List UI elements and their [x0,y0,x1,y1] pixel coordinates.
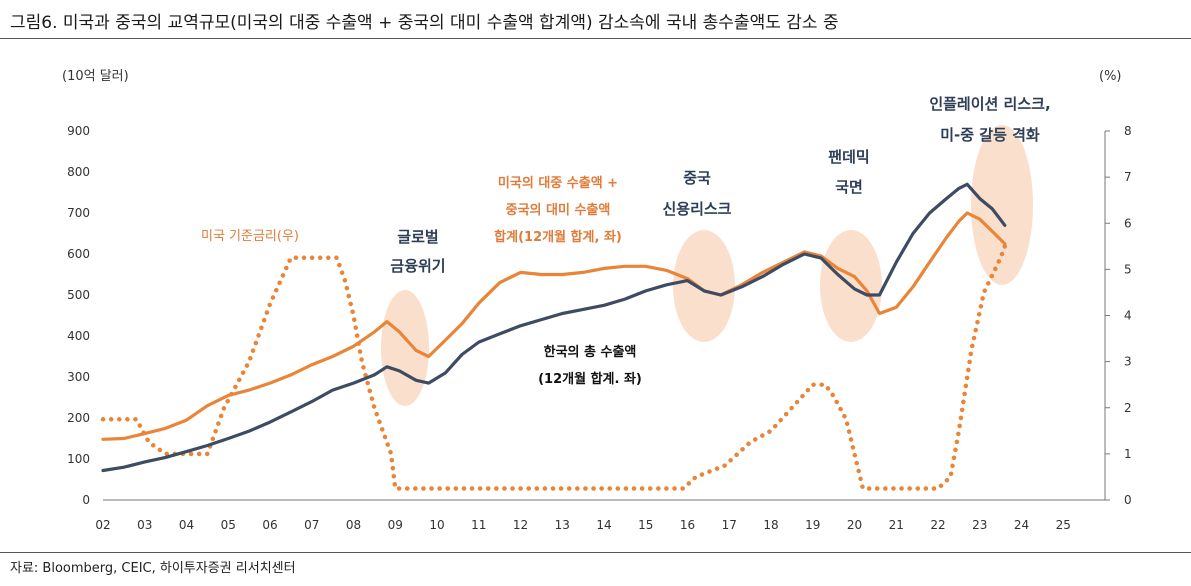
y-right-tick-label: 4 [1124,309,1132,323]
x-tick-label: 17 [722,518,737,532]
right-unit-label: (%) [1099,69,1122,84]
series-line-fed-rate [100,244,1008,491]
annotation-china-credit: 중국 [683,169,711,187]
x-tick-label: 22 [930,518,945,532]
y-right-tick-label: 7 [1124,170,1132,184]
title-divider [0,38,1191,39]
annotation-global-crisis: 금융위기 [390,257,445,275]
x-tick-label: 25 [1056,518,1071,532]
x-tick-label: 15 [638,518,653,532]
x-tick-label: 23 [972,518,987,532]
x-tick-label: 05 [221,518,236,532]
y-left-tick-label: 200 [67,411,90,425]
y-left-tick-label: 500 [67,288,90,302]
x-tick-label: 14 [596,518,611,532]
y-right-tick-label: 6 [1124,216,1132,230]
y-left-tick-label: 600 [67,247,90,261]
y-right-tick-label: 1 [1124,447,1132,461]
x-tick-label: 18 [763,518,778,532]
series-line-us-china-trade [101,211,1007,441]
annotation-global-crisis: 글로벌 [397,228,438,246]
annotation-korea-label: 한국의 총 수출액 [544,344,637,360]
y-left-tick-label: 0 [82,493,90,507]
highlight-layer [381,125,1033,406]
x-tick-label: 11 [471,518,486,532]
annotation-inflation: 인플레이션 리스크, [929,95,1050,113]
annotation-trade-label: 합계(12개월 합계, 좌) [494,229,622,245]
x-tick-label: 24 [1014,518,1029,532]
y-right-tick-label: 2 [1124,401,1132,415]
y-left-tick-label: 800 [67,165,90,179]
y-left-tick-label: 100 [67,452,90,466]
y-right-tick-label: 3 [1124,355,1132,369]
highlight-china-credit [673,230,735,342]
x-tick-label: 07 [304,518,319,532]
series-layer [100,182,1008,491]
y-left-tick-label: 300 [67,370,90,384]
x-tick-label: 09 [388,518,403,532]
figure-title: 그림6. 미국과 중국의 교역규모(미국의 대중 수출액 + 중국의 대미 수출… [10,13,839,33]
x-tick-label: 19 [805,518,820,532]
x-tick-label: 13 [555,518,570,532]
annotation-korea-label: (12개월 합계. 좌) [538,371,642,387]
x-tick-label: 04 [179,518,194,532]
x-tick-label: 20 [847,518,862,532]
annotation-trade-label: 미국의 대중 수출액 + [498,175,618,191]
annotation-trade-label: 중국의 대미 수출액 [506,202,611,218]
y-left-tick-label: 900 [67,124,90,138]
x-tick-label: 10 [429,518,444,532]
x-tick-label: 03 [137,518,152,532]
y-right-tick-label: 5 [1124,262,1132,276]
x-tick-label: 02 [95,518,110,532]
annotation-rate-label: 미국 기준금리(우) [201,229,299,244]
source-note: 자료: Bloomberg, CEIC, 하이투자증권 리서치센터 [10,561,296,576]
y-left-tick-label: 400 [67,329,90,343]
y-right-tick-label: 0 [1124,493,1132,507]
annotation-pandemic: 국면 [835,178,863,196]
x-tick-label: 21 [889,518,904,532]
x-tick-label: 12 [513,518,528,532]
left-unit-label: (10억 달러) [62,69,129,84]
highlight-inflation [971,125,1033,285]
annotation-pandemic: 팬데믹 [828,148,869,166]
x-tick-label: 06 [262,518,277,532]
x-tick-label: 08 [346,518,361,532]
y-left-tick-label: 700 [67,206,90,220]
annotation-china-credit: 신용리스크 [662,200,731,218]
source-divider [0,552,1191,553]
x-tick-label: 16 [680,518,695,532]
series-line-korea-exports [101,182,1007,473]
highlight-global-crisis [381,290,429,406]
annotation-inflation: 미-중 갈등 격화 [940,126,1040,144]
y-right-tick-label: 8 [1124,124,1132,138]
